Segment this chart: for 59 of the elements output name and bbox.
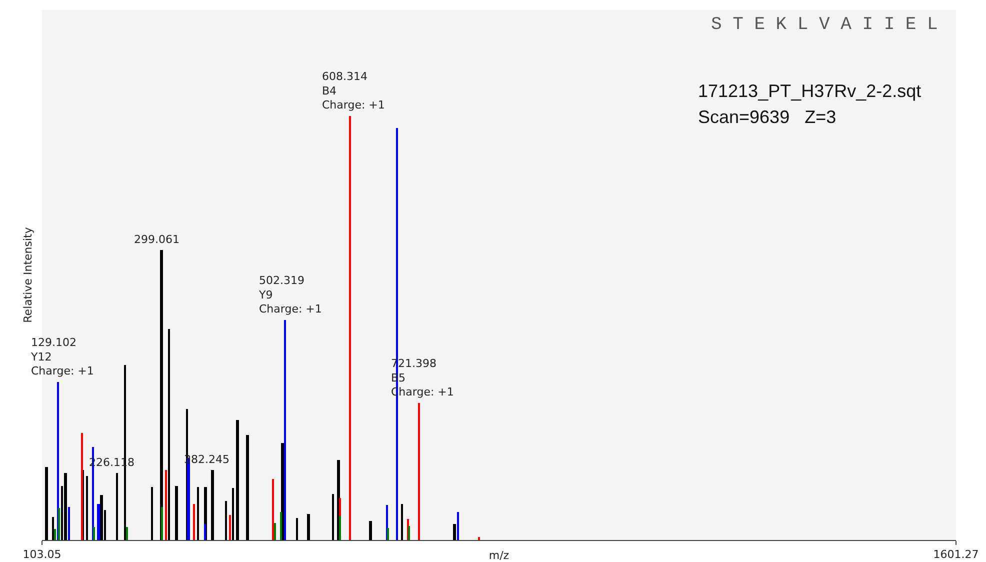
x-tick-label: 1601.27 (933, 548, 979, 562)
bar (160, 250, 163, 540)
text: S T E K L V A I I E L (711, 15, 938, 35)
annotation: 299.061 (134, 233, 180, 246)
bar (418, 403, 420, 540)
annotation: 502.319 Y9 Charge: +1 (258, 274, 322, 316)
bar (168, 329, 170, 540)
y-axis-title: Relative Intensity (22, 226, 35, 323)
bar (58, 508, 60, 540)
bar (339, 516, 341, 540)
bar (246, 435, 249, 540)
bar (204, 524, 206, 540)
text: 171213_PT_H37Rv_2-2.sqt (698, 81, 922, 101)
bar (396, 128, 398, 540)
bar (349, 116, 351, 540)
bar (45, 467, 48, 540)
bar (175, 486, 178, 540)
bar (369, 521, 372, 540)
bar (229, 515, 231, 540)
bar (457, 512, 459, 540)
bar (54, 529, 56, 540)
bar (97, 504, 100, 540)
bar (401, 504, 403, 540)
bar (81, 433, 83, 540)
bar (161, 507, 163, 540)
bar (116, 473, 118, 540)
bar (478, 537, 480, 540)
bar (126, 527, 128, 540)
bar (274, 523, 276, 540)
x-axis-title: m/z (488, 549, 510, 562)
bar (211, 470, 214, 540)
bar (165, 470, 167, 540)
bar (52, 517, 54, 540)
bar (296, 518, 298, 540)
bar (124, 365, 126, 540)
bar (151, 487, 153, 540)
bar (193, 504, 195, 540)
bar (100, 495, 103, 540)
bar (57, 382, 59, 540)
bar (280, 512, 282, 540)
bar (68, 507, 70, 540)
x-tick-label: 103.05 (22, 548, 62, 562)
bar (453, 524, 456, 540)
bar (387, 528, 389, 540)
bar (408, 526, 410, 540)
bar (272, 479, 274, 540)
bar (236, 420, 239, 540)
bar (232, 488, 234, 540)
annotation: 129.102 Y12 Charge: +1 (30, 336, 94, 378)
bar (307, 514, 310, 540)
bar (86, 476, 88, 540)
annotation: 608.314 B4 Charge: +1 (322, 70, 385, 112)
bar (332, 494, 334, 540)
bar (64, 473, 67, 540)
bar (225, 501, 227, 540)
bar (197, 487, 199, 540)
bar (284, 320, 286, 540)
annotation: Scan=9639 Z=3 (698, 107, 836, 127)
bar (93, 527, 95, 540)
